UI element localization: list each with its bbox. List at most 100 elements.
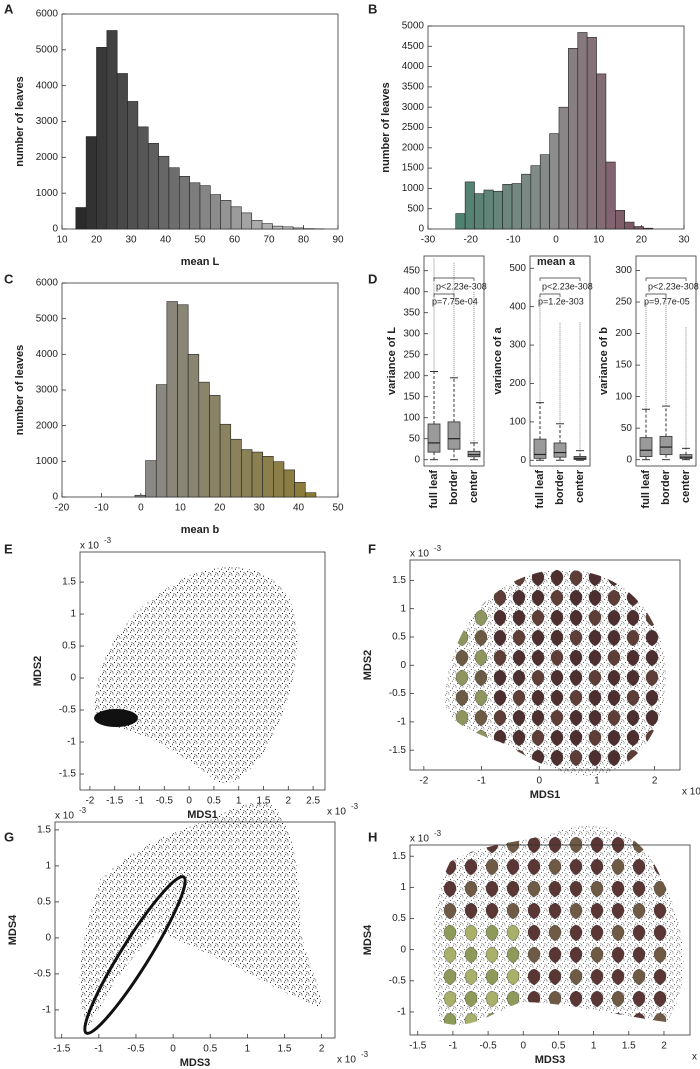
bar	[85, 136, 97, 230]
x-tick-label: -2	[419, 776, 428, 787]
leaf	[455, 609, 469, 627]
leaf	[474, 609, 488, 627]
bar	[177, 304, 189, 498]
bar	[127, 101, 139, 230]
x-tick-label: full leaf	[534, 470, 546, 509]
leaf	[645, 589, 659, 607]
y-tick-label: 1000	[402, 183, 425, 194]
bar	[568, 48, 579, 230]
leaf	[474, 749, 488, 767]
leaf	[590, 968, 604, 986]
y-tick-label: 1	[45, 861, 51, 872]
y-tick-label: 1.5	[62, 577, 76, 588]
leaf	[588, 669, 602, 687]
x-tick-label: 80	[298, 235, 310, 246]
leaf	[569, 609, 583, 627]
bar	[596, 73, 607, 230]
y-tick-label: 4000	[36, 80, 59, 91]
bar	[455, 213, 466, 230]
box	[659, 435, 673, 456]
x-tick-label: 2	[319, 1044, 325, 1055]
bar	[521, 173, 532, 230]
leaf	[645, 749, 659, 767]
leaf	[569, 924, 583, 942]
leaf	[485, 880, 499, 898]
y-tick-label: 200	[403, 370, 420, 381]
leaf	[590, 902, 604, 920]
leaf	[531, 669, 545, 687]
y-tick-label: 3000	[36, 116, 59, 127]
bar	[586, 37, 597, 230]
bar	[220, 200, 232, 230]
x-tick-label: -1	[135, 796, 144, 807]
bracket	[433, 293, 455, 297]
x-tick-label: 20	[91, 235, 103, 246]
leaf	[493, 669, 507, 687]
leaf	[590, 990, 604, 1008]
y-axis-label: variance of L	[386, 327, 398, 395]
leaf	[569, 669, 583, 687]
bar	[283, 469, 295, 498]
x-tick-label: 1	[594, 776, 600, 787]
x-tick-label: 70	[263, 235, 275, 246]
bar	[168, 167, 180, 230]
leaf	[464, 902, 478, 920]
y-tick-label: 100	[403, 412, 420, 423]
y-tick-label: 200	[509, 378, 526, 389]
leaf	[548, 902, 562, 920]
y-tick-label: -1.5	[389, 745, 407, 756]
annotation: p=1.2e-303	[538, 296, 584, 306]
x-tick-label: -1	[477, 776, 486, 787]
y-tick-label: 0.5	[62, 641, 76, 652]
axis-multiplier-exp: -3	[434, 544, 442, 553]
leaf	[626, 749, 640, 767]
leaf	[645, 649, 659, 667]
leaf	[550, 729, 564, 747]
y-axis-label: variance of a	[492, 326, 504, 394]
bar	[502, 184, 513, 230]
x-tick-label: 60	[229, 235, 241, 246]
leaf	[653, 968, 667, 986]
bar	[241, 449, 253, 498]
bar	[492, 190, 503, 230]
leaf	[569, 729, 583, 747]
leaf	[548, 880, 562, 898]
bar	[145, 460, 157, 498]
y-axis-label: variance of b	[598, 327, 610, 395]
leaf	[474, 629, 488, 647]
x-tick-label: 0	[536, 776, 542, 787]
leaf	[464, 1012, 478, 1025]
leaf	[531, 589, 545, 607]
bar	[605, 161, 616, 230]
x-tick-label: center	[574, 469, 586, 503]
leaf	[464, 946, 478, 964]
bracket	[539, 277, 581, 281]
plot-frame	[79, 551, 326, 791]
x-axis-label: MDS1	[530, 789, 561, 801]
leaf	[512, 729, 526, 747]
leaf	[493, 649, 507, 667]
bar	[464, 181, 475, 230]
bar	[209, 395, 221, 498]
leaf	[531, 609, 545, 627]
bar	[219, 423, 232, 498]
y-axis-label: number of leaves	[380, 82, 392, 172]
plot-frame	[635, 255, 697, 467]
y-tick-label: 400	[509, 301, 526, 312]
leaf	[569, 880, 583, 898]
y-tick-label: 6000	[36, 278, 59, 289]
leaf	[443, 946, 457, 964]
leaf	[506, 968, 520, 986]
y-tick-label: 100	[615, 391, 632, 402]
leaf	[550, 709, 564, 727]
leaf	[527, 990, 541, 1008]
annotation: p=7.75e-04	[432, 296, 478, 306]
bar	[179, 176, 190, 230]
leaf	[626, 629, 640, 647]
y-tick-label: 1	[70, 609, 76, 620]
leaf	[611, 880, 625, 898]
leaf	[527, 968, 541, 986]
y-tick-label: 50	[621, 423, 633, 434]
annotation: p<2.23e-308	[436, 281, 487, 291]
